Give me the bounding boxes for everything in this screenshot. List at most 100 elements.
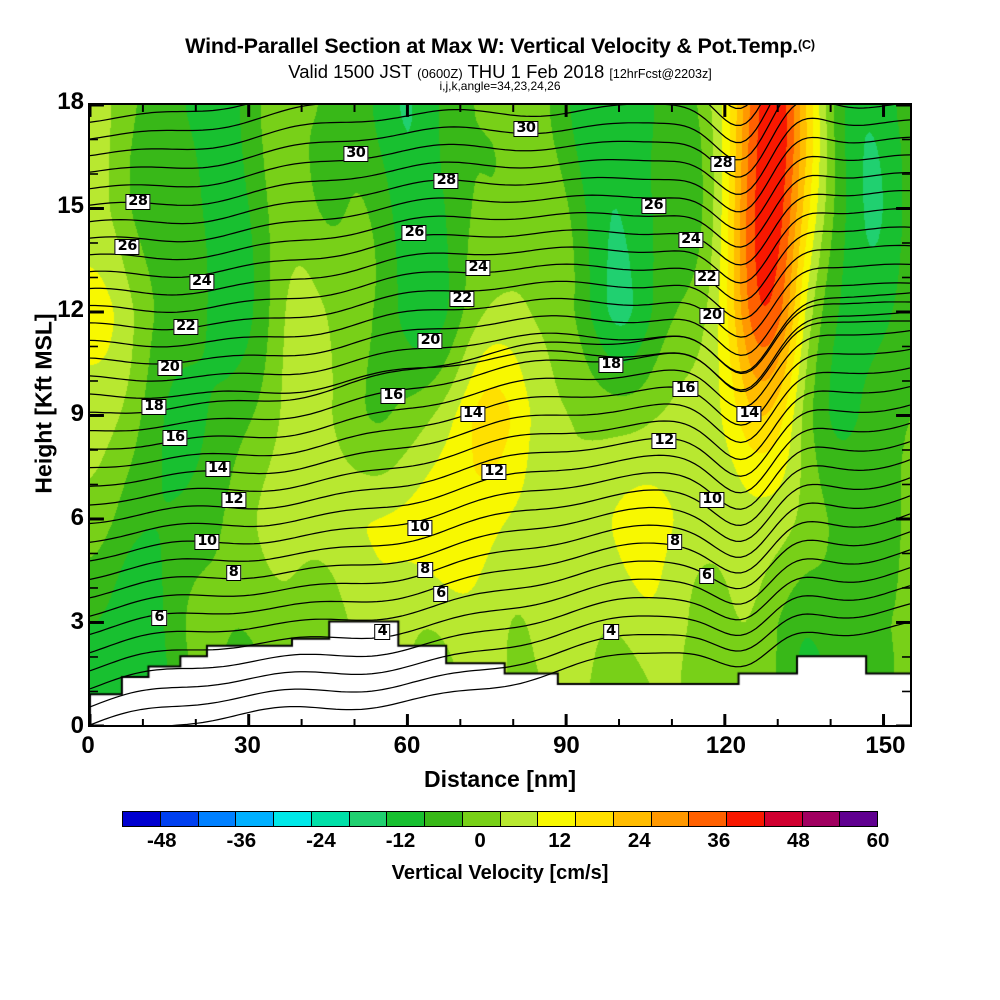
theta-contour-line <box>90 282 910 365</box>
colorbar-swatch <box>462 812 501 826</box>
chart-subtitle: Valid 1500 JST (0600Z) THU 1 Feb 2018 [1… <box>0 61 1000 83</box>
subtitle-valid-time: Valid 1500 JST <box>288 61 413 82</box>
cross-section-plot[interactable]: 30 30 28 28 28 26 26 26 24 24 24 22 22 22 20 20 20 18 18 16… <box>88 103 912 727</box>
theta-contour-line <box>90 105 895 190</box>
theta-contour-line <box>90 386 910 506</box>
colorbar-tick-label: 60 <box>866 829 890 852</box>
theta-contour-line <box>90 585 910 708</box>
theta-contour-label: 18 <box>141 398 167 415</box>
x-tick-label: 60 <box>393 732 421 759</box>
colorbar-swatch <box>387 812 425 826</box>
colorbar-swatch <box>802 812 841 826</box>
theta-contour-label: 14 <box>736 405 762 422</box>
theta-contour-label: 10 <box>194 534 220 550</box>
theta-contour-line <box>90 105 781 173</box>
theta-contour-label: 20 <box>417 332 443 349</box>
colorbar-tick-label: 36 <box>707 829 731 852</box>
theta-contour-label: 14 <box>204 461 231 477</box>
theta-contour-label: 20 <box>699 308 725 325</box>
theta-contour-label: 22 <box>694 270 720 287</box>
theta-contour-line <box>90 567 910 690</box>
theta-contour-line <box>90 301 910 382</box>
colorbar-ticks: -48 -36 -24 -12 0 12 24 36 48 60 <box>122 829 889 853</box>
theta-contour-label: 10 <box>699 492 725 509</box>
y-axis-ticks: 0 3 6 9 12 15 18 <box>20 88 84 739</box>
colorbar-swatch <box>236 812 274 826</box>
x-tick-label: 150 <box>865 732 906 759</box>
copyright-mark: (C) <box>798 38 815 52</box>
theta-contour-label: 24 <box>465 260 491 276</box>
theta-contour-line <box>90 189 910 278</box>
theta-contour-label: 22 <box>449 291 475 308</box>
colorbar-swatch <box>840 812 877 826</box>
theta-contour-line <box>90 154 910 243</box>
theta-contour-label: 8 <box>225 565 242 581</box>
colorbar-swatch <box>500 812 539 826</box>
theta-contour-label: 4 <box>374 624 391 640</box>
x-tick-label: 0 <box>81 732 95 759</box>
colorbar-swatch <box>764 812 803 826</box>
theta-contour-label: 18 <box>598 357 624 373</box>
theta-contour-line <box>90 136 910 225</box>
theta-contour-line <box>90 311 910 432</box>
theta-contour-label: 16 <box>162 430 188 446</box>
chart-title-text: Wind-Parallel Section at Max W: Vertical… <box>185 34 799 58</box>
colorbar-swatch <box>349 812 388 826</box>
subtitle-forecast-tag: [12hrFcst@2203z] <box>609 67 712 81</box>
theta-contour-label: 4 <box>603 624 619 640</box>
velocity-contour-fill <box>90 105 910 725</box>
theta-contour-label: 28 <box>710 156 736 172</box>
x-tick-label: 120 <box>705 732 746 759</box>
colorbar-tick-label: -12 <box>385 829 416 852</box>
theta-contour-label: 24 <box>678 232 704 249</box>
theta-contour-label: 12 <box>481 464 507 481</box>
theta-contour-line <box>90 117 910 206</box>
y-tick-label: 0 <box>70 712 84 739</box>
colorbar-swatch <box>123 812 161 826</box>
theta-contour-line <box>90 105 762 140</box>
y-axis-label: Height [Kft MSL] <box>30 313 57 494</box>
theta-contour-line <box>90 549 910 672</box>
theta-contour-line <box>90 292 910 414</box>
theta-contour-label: 6 <box>698 568 715 585</box>
colorbar-tick-label: 0 <box>474 829 486 852</box>
theta-contour-line <box>90 348 910 469</box>
vertical-velocity-field <box>90 105 910 725</box>
y-tick-label: 18 <box>57 88 84 115</box>
theta-contour-line <box>90 105 771 157</box>
theta-contour-line <box>90 226 910 314</box>
colorbar-swatch <box>727 812 765 826</box>
theta-contour-line <box>90 208 910 296</box>
colorbar-swatch <box>651 812 690 826</box>
subtitle-date: THU 1 Feb 2018 <box>467 61 605 82</box>
chart-subtitle-indices: i,j,k,angle=34,23,24,26 <box>439 79 561 93</box>
theta-contour-line <box>90 263 910 348</box>
inner-tick-marks <box>90 105 910 725</box>
theta-contour-line <box>90 244 910 331</box>
theta-contour-line <box>90 105 749 123</box>
theta-contour-label: 12 <box>651 433 677 450</box>
theta-contour-line <box>90 531 910 654</box>
subtitle-zulu-time: (0600Z) <box>417 66 463 81</box>
x-tick-label: 90 <box>553 732 580 759</box>
theta-contour-label: 28 <box>125 194 151 211</box>
theta-contour-line <box>90 329 910 450</box>
theta-contour-label: 14 <box>460 405 486 422</box>
y-tick-label: 6 <box>70 504 84 531</box>
theta-contour-line <box>90 320 910 399</box>
colorbar[interactable] <box>122 811 878 827</box>
theta-contour-label: 28 <box>433 173 459 190</box>
theta-contour-label: 6 <box>433 586 449 602</box>
theta-contour-line <box>90 459 910 580</box>
y-tick-label: 12 <box>57 296 84 323</box>
colorbar-tick-label: 48 <box>787 829 810 852</box>
theta-contour-label: 16 <box>672 381 698 398</box>
y-tick-label: 15 <box>57 192 84 219</box>
x-axis-label: Distance [nm] <box>423 766 577 792</box>
theta-contour-label: 8 <box>666 534 683 550</box>
theta-contour-label: 20 <box>157 360 183 377</box>
theta-contour-label: 16 <box>380 388 406 405</box>
theta-contour-line <box>90 441 910 562</box>
colorbar-tick-label: 12 <box>548 829 572 852</box>
